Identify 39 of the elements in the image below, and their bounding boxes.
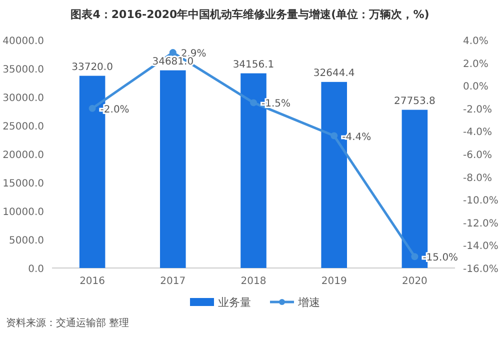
- x-tick-label: 2017: [160, 276, 186, 287]
- y-tick-label: 35000.0: [2, 64, 44, 76]
- legend-label: 业务量: [218, 296, 251, 309]
- y2-tick-label: -2.0%: [463, 104, 492, 116]
- legend-label: 增速: [297, 296, 320, 309]
- data-label: 33720.0: [72, 62, 113, 73]
- x-tick-label: 2020: [402, 276, 428, 287]
- bar: [160, 70, 186, 268]
- y2-tick-label: -10.0%: [463, 196, 498, 207]
- y-tick-label: 25000.0: [2, 122, 44, 132]
- y-tick-label: 40000.0: [2, 36, 44, 47]
- y2-tick-label: 2.0%: [463, 58, 488, 70]
- y2-tick-label: 0.0%: [463, 82, 488, 93]
- y2-tick-label: -12.0%: [463, 218, 498, 230]
- point: [250, 99, 257, 106]
- y-tick-label: 20000.0: [2, 150, 44, 161]
- y-tick-label: 0.0: [28, 264, 44, 275]
- text: 资料来源：交通运输部 整理: [6, 317, 130, 329]
- data-label: 27753.8: [394, 96, 436, 107]
- y2-tick-label: -16.0%: [463, 264, 498, 275]
- x-tick-label: 2016: [80, 276, 106, 287]
- y2-tick-label: 4.0%: [463, 36, 488, 47]
- y2-tick-label: -4.0%: [463, 127, 492, 138]
- point: [330, 132, 338, 140]
- point: [169, 49, 176, 56]
- x-tick-label: 2018: [240, 276, 266, 287]
- y-tick-label: 15000.0: [2, 178, 44, 190]
- point: [88, 104, 96, 112]
- data-label: 34156.1: [232, 59, 274, 70]
- y2-tick-label: -6.0%: [463, 150, 492, 161]
- chart-title: 图表4：2016-2020年中国机动车维修业务量与增速(单位：万辆次，%): [70, 8, 430, 21]
- y2-tick-label: -8.0%: [463, 172, 492, 184]
- point: [411, 253, 418, 260]
- x-tick-label: 2019: [321, 276, 347, 287]
- y-tick-label: 10000.0: [2, 207, 44, 218]
- data-label: 32644.4: [313, 68, 355, 79]
- y-tick-label: 30000.0: [2, 93, 44, 104]
- y-tick-label: 5000.0: [9, 236, 44, 246]
- y2-tick-label: -14.0%: [463, 241, 498, 252]
